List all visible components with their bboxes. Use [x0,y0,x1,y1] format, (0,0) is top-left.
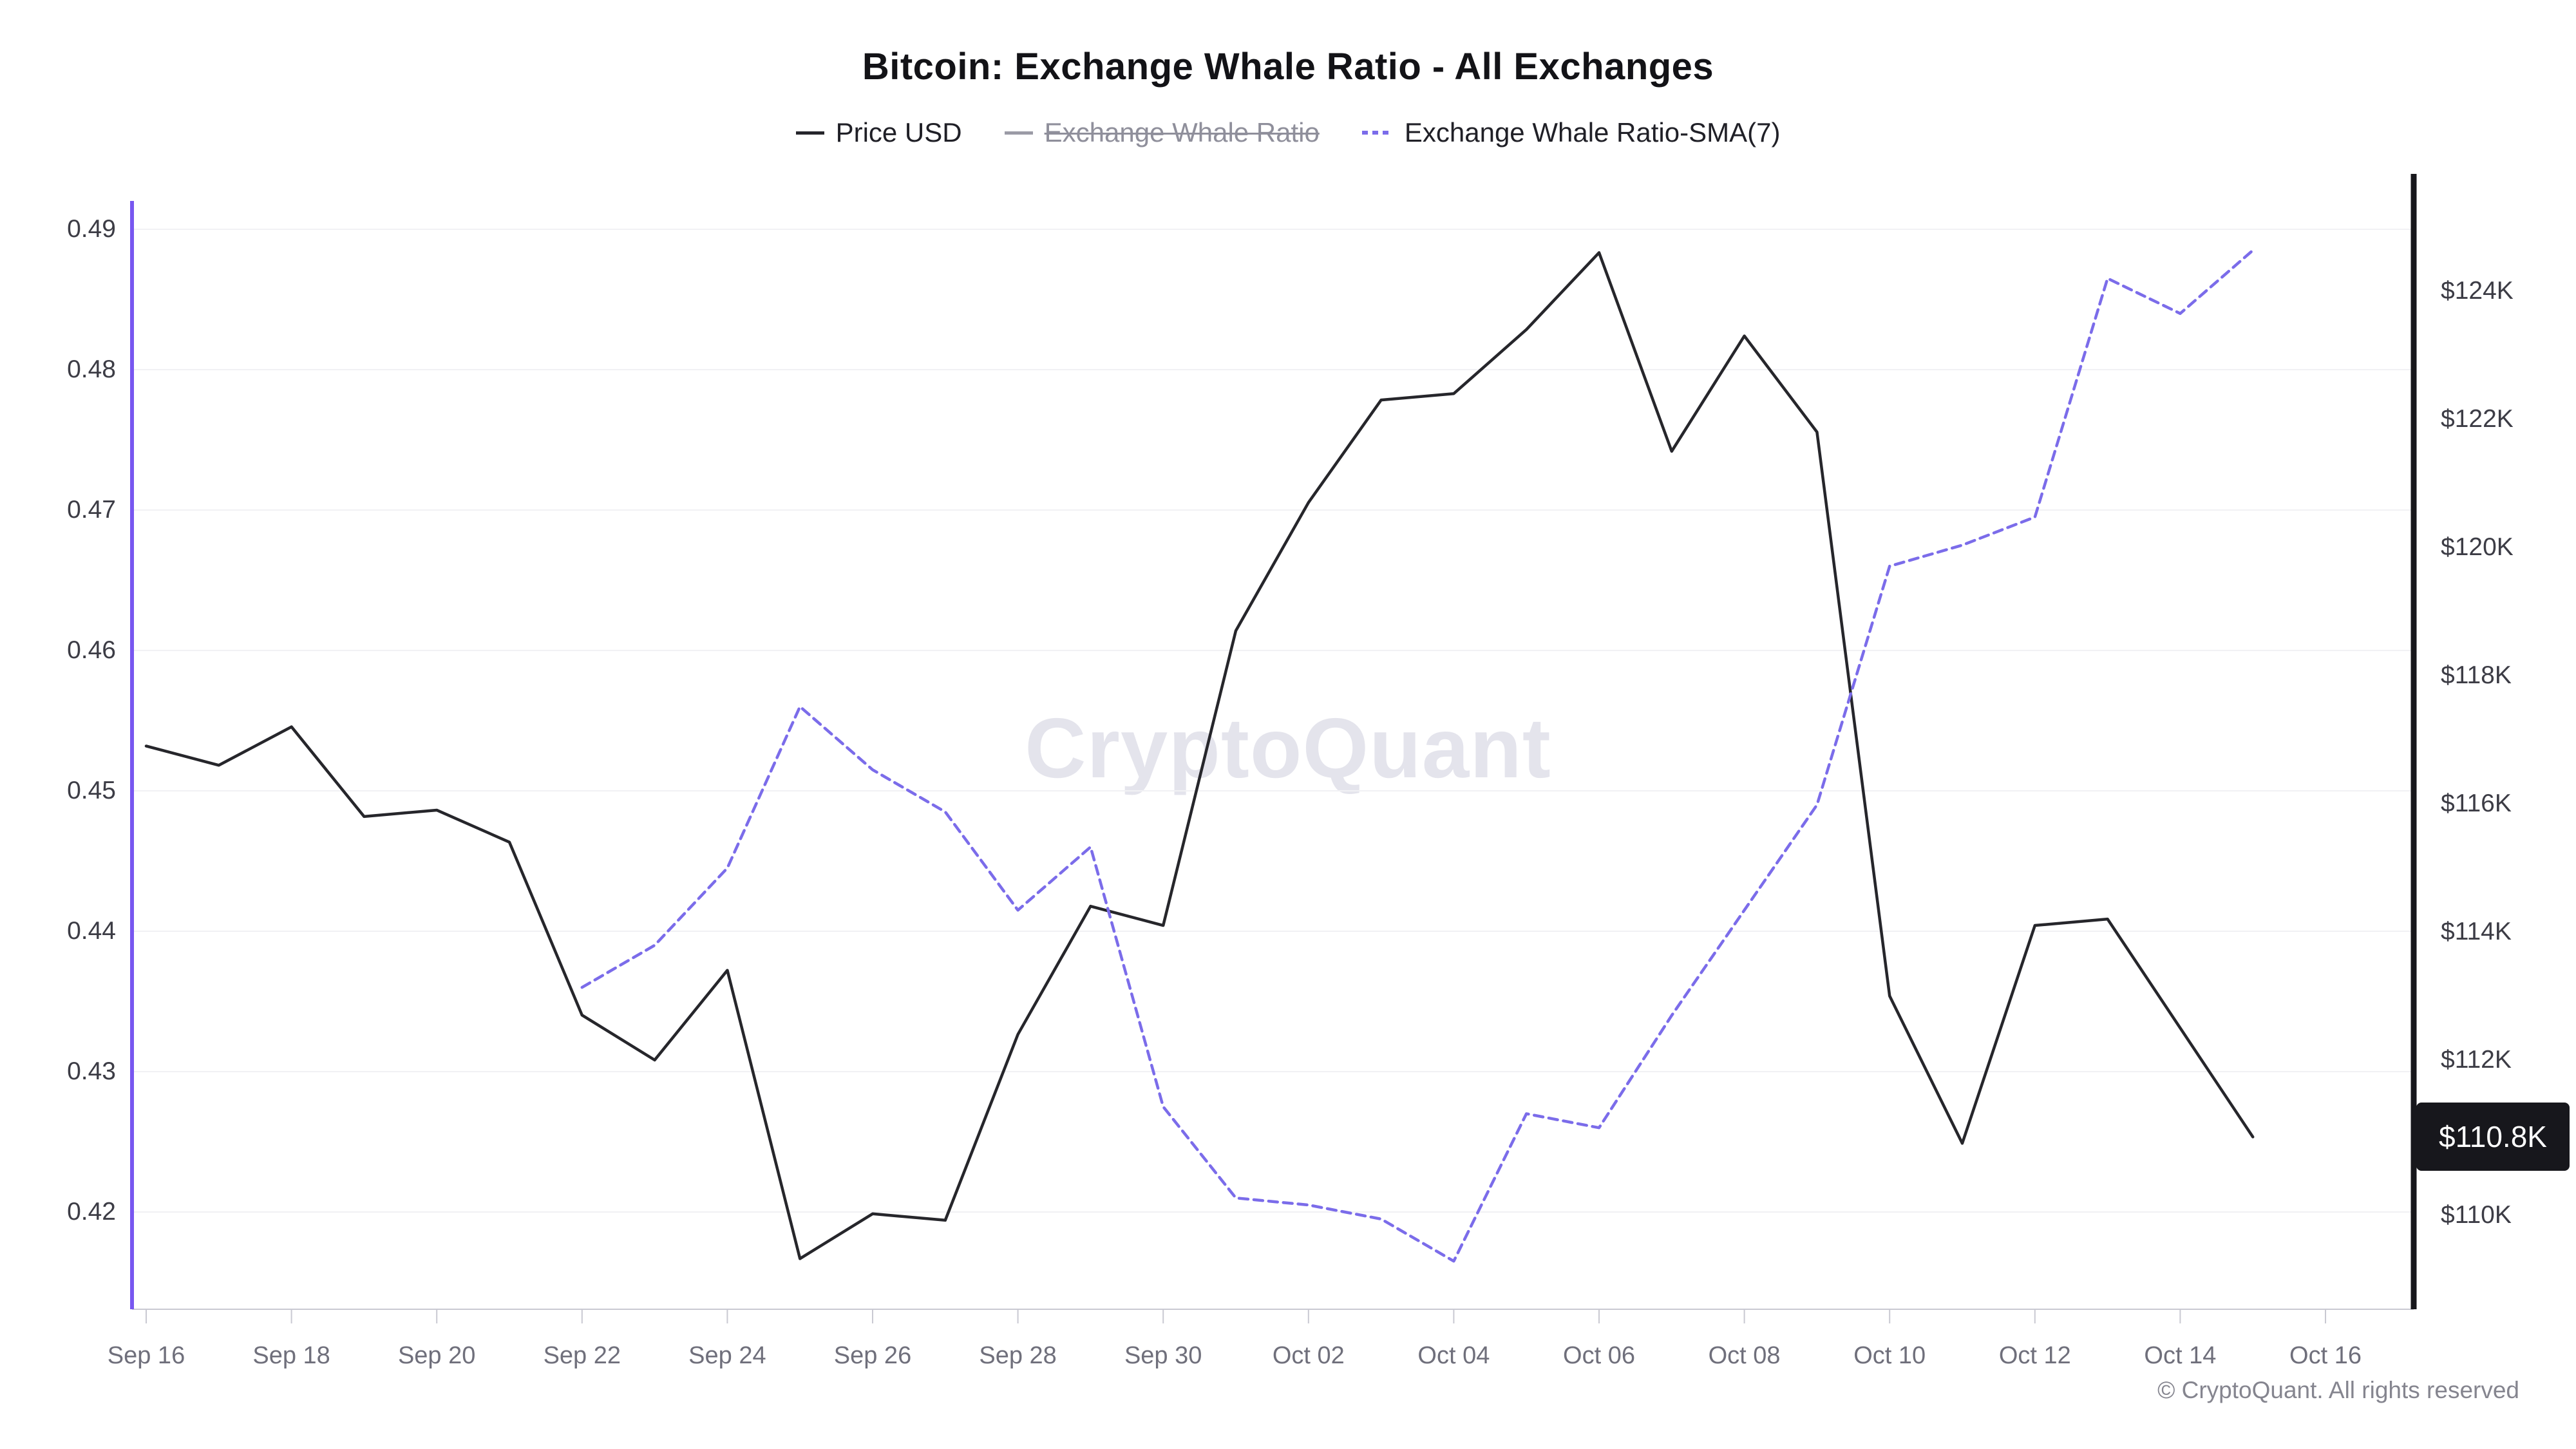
chart-legend: Price USD Exchange Whale Ratio Exchange … [0,116,2576,149]
left-axis-label: 0.47 [67,496,116,524]
x-axis-label: Sep 20 [397,1342,476,1369]
left-axis-label: 0.46 [67,636,116,664]
last-price-badge: $110.8K [2416,1103,2570,1171]
right-axis-label: $122K [2441,405,2514,433]
left-axis-label: 0.42 [67,1198,116,1226]
right-axis-label: $116K [2441,790,2512,817]
whale-ratio-sma7-line[interactable] [580,249,2255,1263]
x-axis-label: Sep 18 [252,1342,330,1369]
left-axis-label: 0.44 [67,917,116,945]
legend-item-price-usd[interactable]: Price USD [795,117,962,148]
right-axis-label: $124K [2441,277,2514,305]
right-axis-label: $118K [2441,661,2512,689]
left-axis-label: 0.45 [67,777,116,804]
price-usd-line-swatch-icon [795,131,824,135]
legend-label-price-usd: Price USD [835,117,962,147]
x-axis-label: Oct 06 [1563,1342,1635,1369]
right-axis-label: $110K [2441,1201,2512,1229]
x-axis-label: Sep 16 [107,1342,185,1369]
legend-item-exchange-whale-ratio[interactable]: Exchange Whale Ratio [1004,117,1320,148]
x-axis-label: Oct 16 [2289,1342,2362,1369]
x-axis-label: Oct 10 [1853,1342,1926,1369]
x-axis-label: Sep 26 [833,1342,912,1369]
chart-title: Bitcoin: Exchange Whale Ratio - All Exch… [862,46,1714,88]
legend-item-whale-ratio-sma7[interactable]: Exchange Whale Ratio-SMA(7) [1361,117,1781,148]
left-axis-label: 0.48 [67,355,116,383]
copyright-notice: © CryptoQuant. All rights reserved [2157,1377,2519,1403]
left-axis-label: 0.43 [67,1057,116,1085]
x-axis-label: Oct 02 [1272,1342,1345,1369]
x-axis-label: Sep 28 [979,1342,1057,1369]
left-axis-label: 0.49 [67,215,116,243]
legend-label-whale-ratio-sma7: Exchange Whale Ratio-SMA(7) [1404,117,1781,147]
x-axis-label: Sep 30 [1124,1342,1202,1369]
x-axis-label: Sep 24 [688,1342,766,1369]
x-axis-label: Oct 04 [1417,1342,1490,1369]
exchange-whale-ratio-line-swatch-icon [1004,131,1033,135]
right-axis-label: $114K [2441,918,2512,945]
x-axis-label: Oct 08 [1708,1342,1781,1369]
legend-label-exchange-whale-ratio: Exchange Whale Ratio [1044,117,1320,147]
x-axis-label: Oct 12 [1998,1342,2071,1369]
right-axis-label: $112K [2441,1046,2512,1074]
x-axis-label: Oct 14 [2144,1342,2217,1369]
right-axis-label: $120K [2441,533,2514,561]
sma7-dashed-line-swatch-icon [1361,131,1393,135]
x-axis-label: Sep 22 [543,1342,621,1369]
price-usd-line[interactable] [144,251,2255,1260]
